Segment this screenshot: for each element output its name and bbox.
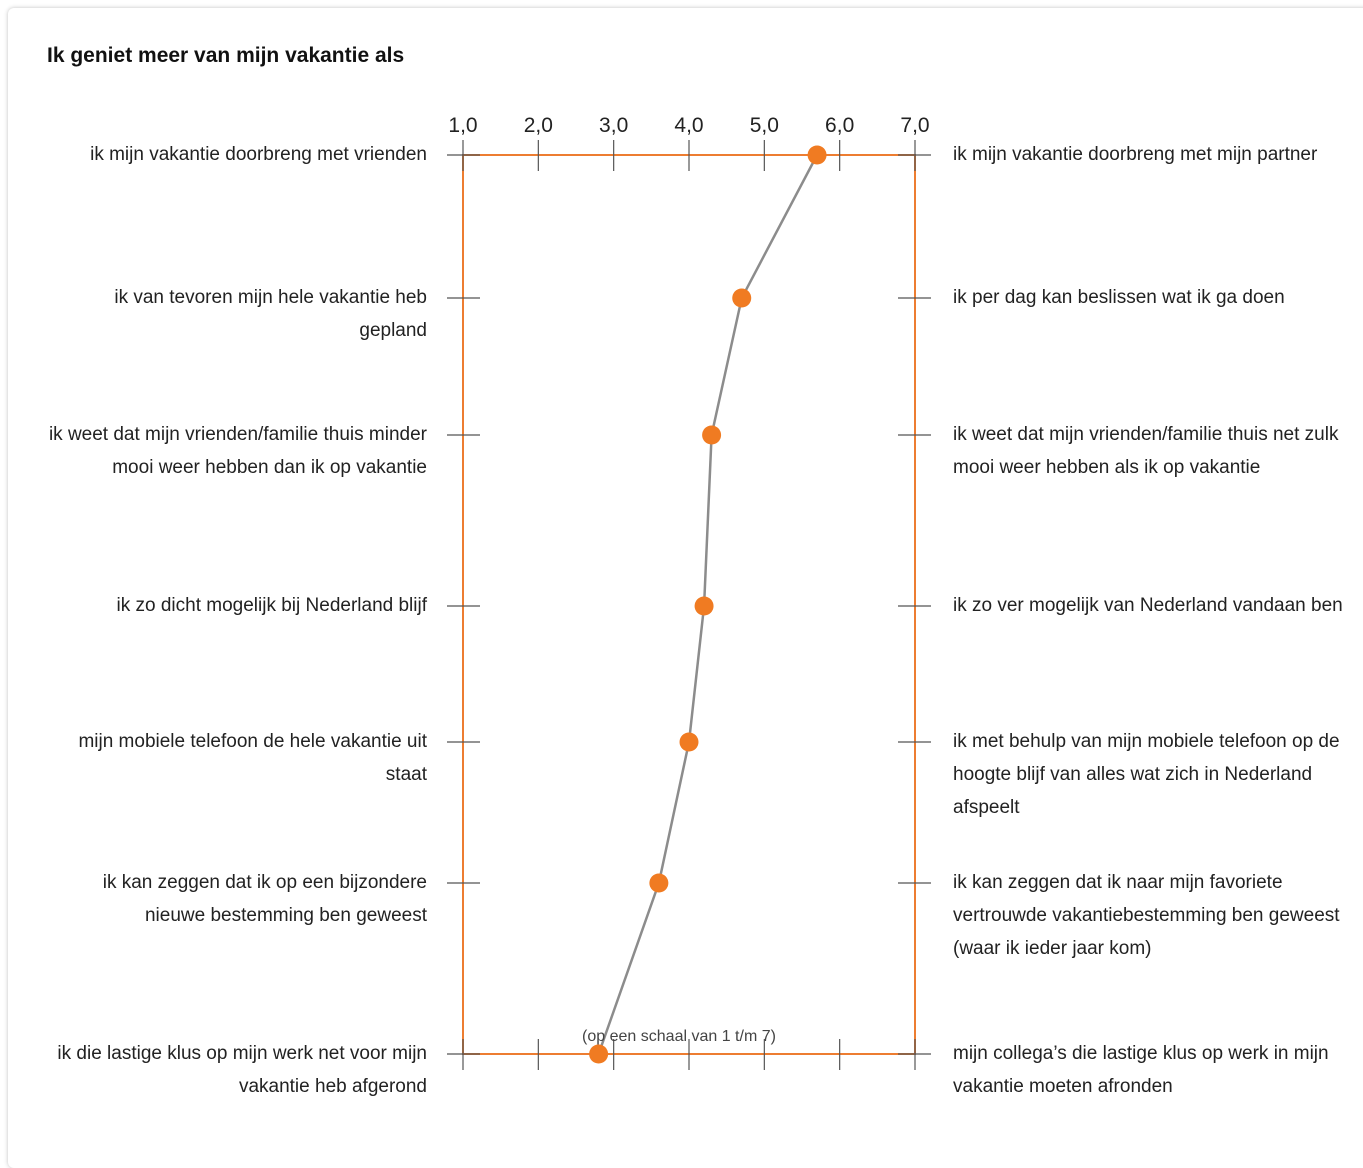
right-statement: ik per dag kan beslissen wat ik ga doen <box>953 287 1285 308</box>
chart-card <box>8 8 1363 1168</box>
data-point <box>589 1044 609 1064</box>
right-statement: ik kan zeggen dat ik naar mijn favoriete… <box>953 872 1340 959</box>
data-point <box>694 596 714 616</box>
data-point <box>702 425 722 445</box>
data-point <box>679 732 699 752</box>
left-statement: mijn mobiele telefoon de hele vakantie u… <box>78 731 427 785</box>
left-statement: ik mijn vakantie doorbreng met vrienden <box>90 144 427 165</box>
scale-footnote: (op een schaal van 1 t/m 7) <box>582 1028 776 1045</box>
right-statement: ik met behulp van mijn mobiele telefoon … <box>953 731 1340 818</box>
x-tick-label: 7,0 <box>900 114 930 137</box>
plot-frame <box>462 154 916 1055</box>
x-tick-label: 2,0 <box>523 114 553 137</box>
x-tick-label: 3,0 <box>599 114 629 137</box>
x-tick-label: 5,0 <box>749 114 779 137</box>
left-statement: ik die lastige klus op mijn werk net voo… <box>57 1043 427 1097</box>
right-statement: ik zo ver mogelijk van Nederland vandaan… <box>953 595 1343 616</box>
left-statement: ik zo dicht mogelijk bij Nederland blijf <box>116 595 427 616</box>
x-tick-label: 1,0 <box>448 114 478 137</box>
x-tick-label: 6,0 <box>825 114 855 137</box>
x-tick-label: 4,0 <box>674 114 704 137</box>
data-point <box>649 873 669 893</box>
right-statement: mijn collega’s die lastige klus op werk … <box>953 1043 1329 1097</box>
left-statement: ik weet dat mijn vrienden/familie thuis … <box>48 424 427 478</box>
left-statement: ik kan zeggen dat ik op een bijzondere n… <box>102 872 427 926</box>
data-point <box>807 145 827 165</box>
data-point <box>732 288 752 308</box>
right-statement: ik weet dat mijn vrienden/familie thuis … <box>953 424 1339 478</box>
left-statement: ik van tevoren mijn hele vakantie heb ge… <box>114 287 427 341</box>
chart-title: Ik geniet meer van mijn vakantie als <box>47 44 405 67</box>
right-statement: ik mijn vakantie doorbreng met mijn part… <box>953 144 1318 165</box>
